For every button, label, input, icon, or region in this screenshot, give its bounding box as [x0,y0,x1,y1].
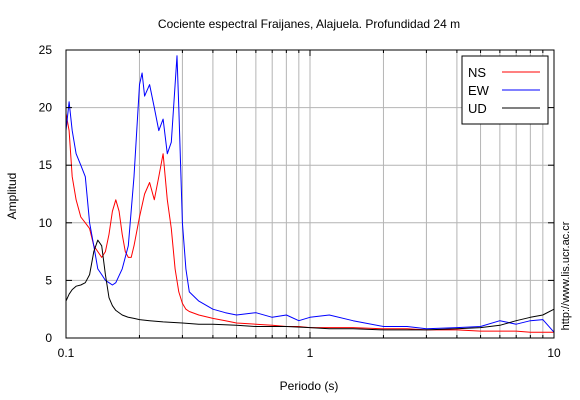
y-axis-title: Amplitud [5,173,19,220]
y-tick-label: 0 [45,331,52,345]
watermark-url: http://www.lis.ucr.ac.cr [560,221,572,330]
x-tick-label: 10 [547,346,561,360]
series-layer [65,55,555,333]
legend-label-ns: NS [468,65,486,80]
x-tick-label: 1 [307,346,314,360]
y-tick-label: 15 [39,158,53,172]
legend: NS EW UD [461,55,549,125]
chart-title: Cociente espectral Fraijanes, Alajuela. … [158,17,460,31]
y-tick-label: 25 [39,43,53,57]
y-tick-label: 20 [39,101,53,115]
legend-label-ew: EW [468,83,490,98]
x-axis-title: Periodo (s) [280,379,339,393]
series-line-ud [65,239,555,331]
x-tick-label: 0.1 [58,346,75,360]
legend-label-ud: UD [468,101,487,116]
y-tick-label: 10 [39,216,53,230]
series-line-ns [65,113,554,333]
series-line-ew [65,55,555,333]
plot-frame [65,49,555,339]
y-tick-label: 5 [45,273,52,287]
